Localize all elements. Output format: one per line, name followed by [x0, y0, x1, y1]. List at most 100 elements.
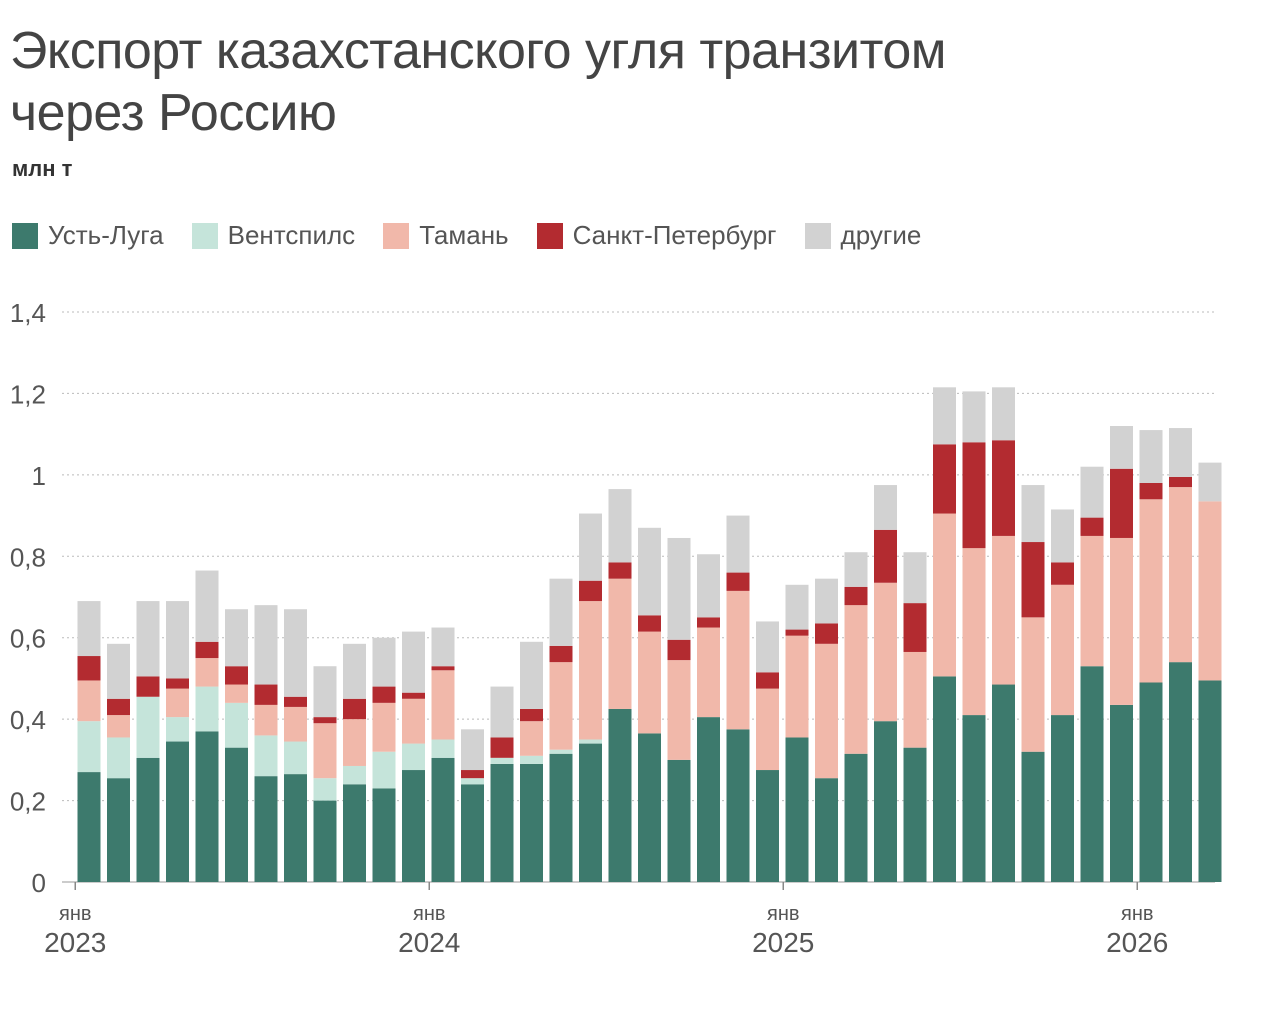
bar-segment-ust-luga [1139, 682, 1163, 882]
bar-segment-spb [815, 623, 838, 644]
bar-segment-ventspils [549, 749, 573, 754]
bar-segment-ust-luga [638, 733, 661, 882]
x-tick-month: янв [1121, 903, 1154, 925]
bar-segment-other [372, 637, 396, 687]
bar-segment-spb [1169, 476, 1192, 488]
bar-segment-ust-luga [461, 784, 484, 882]
legend-item-taman: Тамань [383, 220, 509, 251]
legend-label: Санкт-Петербург [572, 220, 777, 250]
legend-swatch-ventspils [191, 222, 218, 249]
bar-segment-spb [1080, 517, 1104, 536]
bar-segment-other [343, 643, 366, 699]
bar-segment-other [1080, 466, 1104, 518]
legend-label: другие [840, 220, 922, 250]
bar-segment-spb [490, 737, 514, 758]
bar-segment-ust-luga [549, 753, 573, 882]
bar-segment-ust-luga [254, 776, 278, 882]
bar-segment-other [1198, 462, 1222, 502]
bar-segment-ust-luga [697, 717, 720, 882]
bar-segment-other [933, 387, 956, 445]
bar-segment-spb [1051, 562, 1074, 585]
y-tick-label: 1,2 [10, 379, 46, 409]
bar-segment-ventspils [579, 739, 602, 744]
bar-segment-taman [726, 590, 750, 730]
bar-segment-ventspils [520, 755, 543, 764]
bar-segment-other [697, 554, 720, 618]
bar-segment-ust-luga [490, 763, 514, 882]
bar-segment-taman [254, 704, 278, 736]
y-tick-label: 0,8 [10, 542, 46, 572]
bar-segment-other [195, 570, 219, 642]
bar-segment-taman [549, 662, 573, 750]
bar-segment-taman [107, 715, 130, 738]
bar-segment-spb [992, 440, 1015, 536]
bar-segment-ventspils [195, 686, 219, 732]
bar-segment-taman [77, 680, 101, 722]
bar-segment-ust-luga [166, 741, 189, 882]
x-tick-year: 2026 [1106, 927, 1168, 958]
chart-title: Экспорт казахстанского угля транзитом че… [10, 22, 946, 142]
legend-swatch-taman [383, 222, 410, 249]
bar-segment-other [992, 387, 1015, 441]
bar-segment-other [225, 609, 248, 667]
legend-label: Тамань [419, 220, 509, 250]
bar-segment-spb [874, 529, 897, 583]
bar-segment-spb [77, 656, 101, 681]
bar-segment-other [1051, 509, 1074, 563]
bar-segment-spb [933, 444, 956, 514]
bar-segment-ust-luga [608, 708, 632, 882]
bar-segment-ust-luga [284, 774, 307, 882]
bar-segment-spb [608, 562, 632, 579]
bar-segment-other [549, 578, 573, 646]
bar-segment-spb [844, 586, 868, 606]
bar-segment-spb [136, 676, 160, 697]
bar-segment-ust-luga [815, 778, 838, 882]
bar-segment-taman [638, 631, 661, 734]
bar-segment-ust-luga [1051, 715, 1074, 882]
legend-label: Вентспилс [227, 220, 356, 250]
bar-segment-taman [903, 651, 927, 748]
bar-segment-spb [166, 678, 189, 689]
bar-segment-ust-luga [667, 759, 691, 882]
bar-segment-spb [284, 696, 307, 707]
bar-segment-ventspils [461, 778, 484, 785]
bar-segment-taman [166, 688, 189, 718]
stacked-bar-chart: 00,20,40,60,811,21,4янв2023янв2024янв202… [10, 298, 1222, 958]
bar-segment-other [1169, 428, 1192, 477]
bar-segment-spb [520, 708, 543, 722]
bar-segment-taman [608, 578, 632, 709]
bar-segment-ust-luga [874, 721, 897, 882]
bar-segment-ust-luga [1198, 680, 1222, 882]
bar-segment-taman [1110, 537, 1133, 705]
bar-segment-spb [1110, 468, 1133, 538]
bar-segment-spb [107, 698, 130, 716]
bar-segment-taman [313, 723, 337, 779]
bar-segment-ust-luga [343, 784, 366, 882]
bar-segment-taman [785, 635, 809, 738]
bar-segment-other [874, 485, 897, 530]
bar-segment-ventspils [284, 741, 307, 775]
legend-item-ventspils: Вентспилс [191, 220, 356, 251]
bar-segment-spb [225, 666, 248, 685]
legend-swatch-ust-luga [12, 222, 38, 249]
bar-segment-other [579, 513, 602, 581]
bar-segment-ust-luga [844, 753, 868, 882]
bar-segment-ust-luga [785, 737, 809, 882]
bar-segment-ventspils [136, 696, 160, 758]
bar-segment-ust-luga [107, 778, 130, 882]
bar-segment-ventspils [402, 743, 425, 771]
bar-segment-taman [962, 548, 986, 716]
bar-segment-taman [284, 706, 307, 742]
bar-segment-spb [903, 603, 927, 652]
bar-segment-spb [756, 672, 779, 689]
bar-segment-other [431, 627, 455, 667]
x-tick-year: 2023 [44, 927, 106, 958]
bar-segment-ust-luga [225, 747, 248, 882]
bar-segment-other [1110, 426, 1133, 469]
bar-segment-taman [697, 627, 720, 718]
bar-segment-other [520, 641, 543, 709]
bar-segment-taman [933, 513, 956, 677]
bar-segment-spb [962, 442, 986, 549]
bar-segment-ust-luga [1169, 662, 1192, 882]
bar-segment-other [254, 605, 278, 685]
